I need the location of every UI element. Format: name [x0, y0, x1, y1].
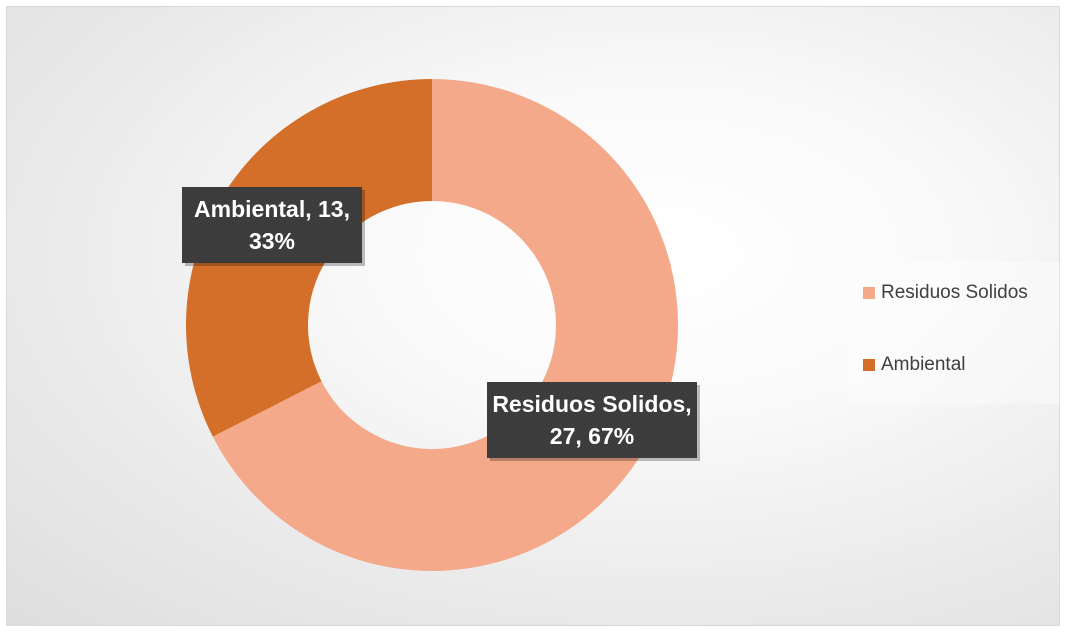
legend-item-ambiental: Ambiental — [863, 354, 966, 376]
legend-swatch-residuos-solidos — [863, 287, 875, 299]
data-label-text: 33% — [249, 228, 295, 254]
data-label-residuos-solidos: Residuos Solidos, 27, 67% — [487, 382, 700, 461]
data-label-text: Ambiental, 13, — [194, 196, 350, 222]
data-label-text: Residuos Solidos, — [492, 391, 691, 417]
legend-swatch-ambiental — [863, 359, 875, 371]
data-label-ambiental: Ambiental, 13, 33% — [182, 187, 365, 266]
legend-label-residuos-solidos: Residuos Solidos — [881, 282, 1028, 303]
data-label-text: 27, 67% — [550, 423, 634, 449]
legend: Residuos Solidos Ambiental — [847, 262, 1064, 404]
legend-item-residuos-solidos: Residuos Solidos — [863, 282, 1028, 304]
legend-label-ambiental: Ambiental — [881, 354, 966, 375]
